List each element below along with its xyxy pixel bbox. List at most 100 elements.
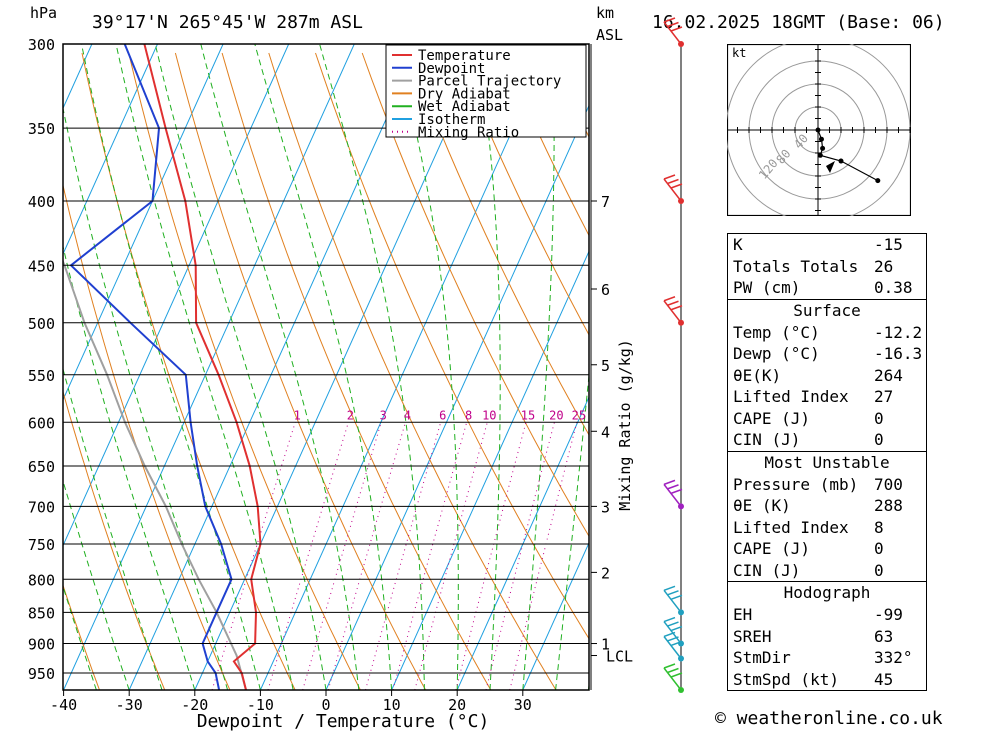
index-label: Totals Totals [733, 256, 859, 276]
copyright-text: © weatheronline.co.uk [715, 708, 943, 729]
wind-barb [663, 174, 684, 204]
index-value: 63 [874, 626, 894, 646]
legend-entry: Parcel Trajectory [418, 74, 561, 90]
parcel-trajectory-line [63, 259, 247, 690]
index-label: CIN (J) [733, 560, 801, 580]
lcl-label: LCL [606, 648, 633, 666]
isotherm-line [63, 44, 158, 256]
pressure-tick-label: 400 [28, 193, 55, 211]
section-title: Hodograph [783, 583, 871, 602]
isotherm-line [63, 44, 355, 690]
mixing-ratio-label: 25 [572, 408, 586, 422]
index-label: CIN (J) [733, 430, 801, 449]
index-row: Lifted Index 8 [728, 517, 926, 539]
pressure-tick-label: 800 [28, 571, 55, 589]
hodograph-point [838, 158, 844, 164]
index-value: -16.3 [874, 344, 923, 363]
wind-barb [663, 296, 684, 326]
mixing-ratio-line [509, 422, 578, 690]
index-value: 0 [874, 430, 884, 449]
wet-adiabat-line [522, 44, 555, 690]
wet-adiabat-line [555, 370, 589, 690]
dry-adiabat-line [408, 52, 589, 436]
legend-entry: Dewpoint [418, 61, 485, 77]
km-tick-label: 4 [601, 423, 610, 441]
index-value: 0.38 [874, 278, 913, 297]
index-row: CAPE (J) 0 [728, 538, 926, 560]
index-label: Lifted Index [733, 517, 849, 537]
isotherm-line [654, 44, 700, 690]
wind-barb [663, 585, 684, 616]
mixing-ratio-line [327, 422, 406, 690]
index-value: -12.2 [874, 322, 923, 342]
pressure-tick-label: 550 [28, 367, 55, 385]
index-value: 332° [874, 648, 913, 667]
index-row: SREH 63 [728, 626, 926, 648]
mixing-ratio-label: 4 [404, 408, 411, 422]
index-value: -99 [874, 605, 903, 624]
index-label: Temp (°C) [733, 322, 820, 342]
index-row: CIN (J) 0 [728, 429, 926, 451]
section-title: Surface [793, 300, 861, 320]
pressure-tick-label: 350 [28, 120, 55, 138]
dry-adiabat-line [128, 52, 361, 690]
temperature-line [143, 44, 262, 690]
index-value: 264 [874, 365, 903, 385]
index-row: EH -99 [728, 604, 926, 626]
dry-adiabat-line [63, 389, 166, 690]
index-label: CAPE (J) [733, 408, 811, 428]
mixing-ratio-line [392, 422, 468, 690]
km-tick-label: 2 [601, 564, 610, 582]
hodograph-point [815, 127, 821, 133]
km-tick-label: 5 [601, 357, 610, 375]
mixing-ratio-label: 2 [347, 408, 354, 422]
wet-adiabat-line [254, 44, 393, 690]
x-tick-label: 0 [321, 696, 330, 714]
mixing-ratio-label: 3 [380, 408, 387, 422]
wet-adiabat-line [63, 106, 229, 690]
index-label: StmSpd (kt) [733, 669, 839, 689]
wet-adiabat-line [154, 44, 327, 690]
pressure-tick-label: 750 [28, 536, 55, 554]
pressure-tick-label: 600 [28, 414, 55, 432]
dry-adiabat-line [596, 53, 700, 690]
index-value: -15 [874, 235, 903, 254]
wet-adiabat-line [63, 479, 130, 690]
index-value: 0 [874, 539, 884, 558]
isotherm-line [259, 44, 552, 690]
index-label: K [733, 235, 743, 254]
wet-adiabat-line [81, 44, 261, 690]
index-row: K -15 [728, 234, 926, 256]
index-value: 288 [874, 496, 903, 515]
pressure-tick-label: 900 [28, 636, 55, 654]
index-row: θE(K) 264 [728, 365, 926, 387]
hodograph-point [817, 152, 823, 158]
wet-adiabat-line [63, 367, 163, 690]
mixing-ratio-label: 20 [549, 408, 563, 422]
pressure-tick-label: 850 [28, 604, 55, 622]
location-title: 39°17'N 265°45'W 287m ASL [92, 12, 363, 33]
wet-adiabat-line [394, 44, 459, 690]
pressure-tick-label: 700 [28, 498, 55, 516]
index-label: θE (K) [733, 496, 791, 515]
index-value: 8 [874, 517, 884, 537]
mixing-ratio-line [302, 422, 382, 690]
index-label: Pressure (mb) [733, 474, 859, 494]
hodograph-point [875, 178, 881, 184]
index-label: SREH [733, 626, 772, 646]
pressure-tick-label: 650 [28, 458, 55, 476]
index-label: θE(K) [733, 365, 782, 385]
isotherm-line [63, 44, 224, 401]
hodograph-point [818, 136, 824, 142]
mixing-ratio-label: 1 [294, 408, 301, 422]
dry-adiabat-line [501, 52, 589, 237]
hodograph-point [820, 145, 826, 151]
dry-adiabat-line [63, 583, 100, 690]
pressure-tick-label: 950 [28, 665, 55, 683]
dry-adiabat-line [643, 53, 701, 690]
isotherm-line [325, 104, 589, 690]
km-tick-label: 7 [601, 193, 610, 211]
dry-adiabat-line [63, 183, 231, 690]
